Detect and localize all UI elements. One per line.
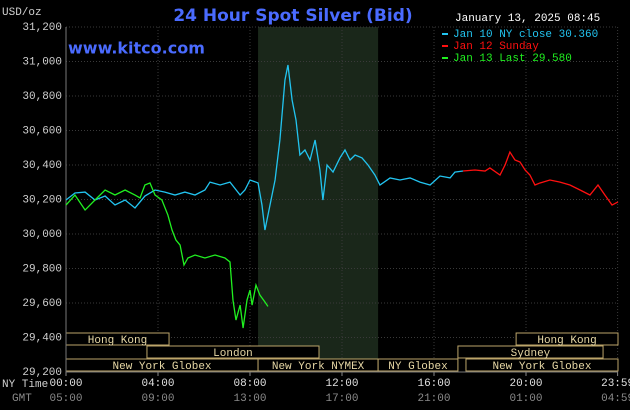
x2-tick-label: 17:00 [325,393,358,405]
y-tick-label: 30,200 [22,194,62,206]
y-tick-label: 29,800 [22,263,62,275]
series-line [65,64,464,231]
y-tick-label: 30,400 [22,160,62,172]
x-tick-label: 16:00 [417,378,450,390]
x2-tick-label: 21:00 [417,393,450,405]
x2-tick-label: 04:59 [601,393,630,405]
session-label: Hong Kong [88,335,147,347]
series-line [462,150,619,206]
x-axis-label-2: GMT [12,393,32,405]
session-box [146,345,320,359]
site: www.kitco.com [68,39,205,58]
session-label: Hong Kong [537,335,596,347]
session-box [515,332,619,346]
x-tick-label: 23:59 [601,378,630,390]
y-tick-label: 31,200 [22,22,62,34]
x2-tick-label: 13:00 [233,393,266,405]
session-label: New York Globex [113,361,212,373]
chart-title: 24 Hour Spot Silver (Bid) [173,6,412,26]
x-tick-label: 20:00 [509,378,542,390]
y-tick-label: 30,600 [22,125,62,137]
x-tick-label: 12:00 [325,378,358,390]
session-label: London [213,348,253,360]
timestamp: January 13, 2025 08:45 [455,13,600,25]
y-axis-label: USD/oz [2,7,42,19]
session-label: New York NYMEX [272,361,365,373]
legend-label: Jan 12 Sunday [453,41,539,53]
session-box [457,345,604,359]
legend-label: Jan 13 Last 29.580 [453,53,572,65]
session-label: New York Globex [492,361,591,373]
x-axis-label: NY Time [2,379,48,391]
x-tick-label: 00:00 [49,378,82,390]
legend-label: Jan 10 NY close 30.360 [453,29,598,41]
x-tick-label: 08:00 [233,378,266,390]
session-box [377,358,459,372]
session-label: NY Globex [388,361,448,373]
y-tick-label: 29,600 [22,298,62,310]
x2-tick-label: 09:00 [141,393,174,405]
y-tick-label: 31,000 [22,56,62,68]
x2-tick-label: 01:00 [509,393,542,405]
y-tick-label: 29,200 [22,367,62,379]
x2-tick-label: 05:00 [49,393,82,405]
session-box [465,358,619,372]
y-tick-label: 30,000 [22,229,62,241]
series-line [65,182,269,329]
session-label: Sydney [511,348,551,360]
x-tick-label: 04:00 [141,378,174,390]
y-tick-label: 30,800 [22,91,62,103]
y-tick-label: 29,400 [22,332,62,344]
